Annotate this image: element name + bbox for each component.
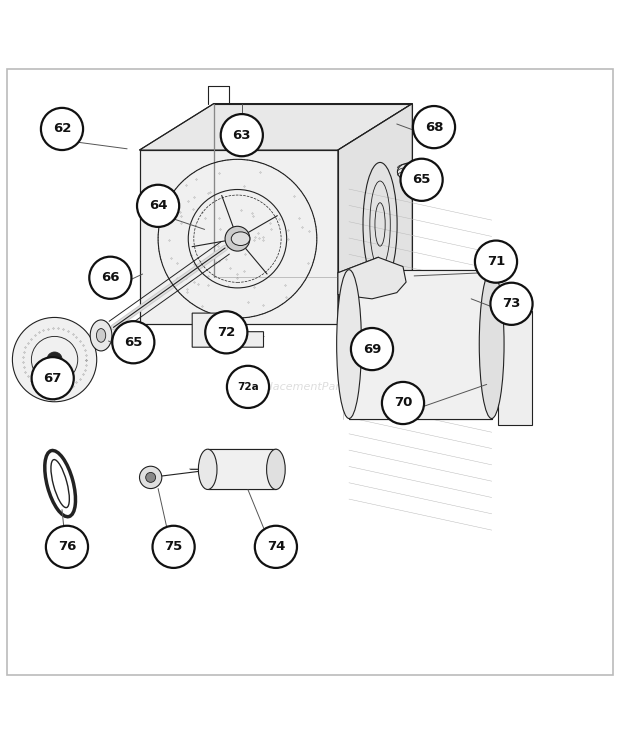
Circle shape — [351, 328, 393, 370]
Polygon shape — [349, 269, 492, 418]
Text: eReplacementParts.com: eReplacementParts.com — [242, 382, 378, 393]
Circle shape — [89, 257, 131, 299]
Text: 65: 65 — [124, 336, 143, 349]
Polygon shape — [208, 449, 276, 490]
Ellipse shape — [337, 269, 361, 418]
Ellipse shape — [404, 167, 415, 176]
Polygon shape — [192, 313, 264, 347]
Circle shape — [146, 472, 156, 482]
Text: 75: 75 — [164, 540, 183, 554]
Circle shape — [227, 366, 269, 408]
Circle shape — [225, 226, 250, 251]
Text: 66: 66 — [101, 272, 120, 284]
Text: 64: 64 — [149, 199, 167, 212]
Text: 70: 70 — [394, 397, 412, 409]
Text: 65: 65 — [412, 173, 431, 186]
Ellipse shape — [91, 320, 112, 351]
Circle shape — [46, 526, 88, 568]
Circle shape — [255, 526, 297, 568]
Polygon shape — [338, 103, 412, 324]
Circle shape — [47, 352, 62, 368]
Ellipse shape — [397, 163, 421, 181]
Text: 69: 69 — [363, 342, 381, 356]
Circle shape — [475, 240, 517, 283]
Circle shape — [112, 321, 154, 363]
Ellipse shape — [231, 232, 250, 246]
Ellipse shape — [97, 329, 105, 342]
Text: 62: 62 — [53, 123, 71, 135]
Circle shape — [382, 382, 424, 424]
Circle shape — [221, 114, 263, 156]
Text: 67: 67 — [43, 372, 62, 385]
Circle shape — [12, 318, 97, 402]
Text: 76: 76 — [58, 540, 76, 554]
Ellipse shape — [198, 449, 217, 490]
Text: 72: 72 — [217, 326, 236, 339]
Polygon shape — [140, 103, 412, 150]
Circle shape — [401, 158, 443, 201]
Circle shape — [140, 466, 162, 489]
Circle shape — [205, 311, 247, 353]
Text: 68: 68 — [425, 121, 443, 134]
Text: 74: 74 — [267, 540, 285, 554]
Text: 72a: 72a — [237, 382, 259, 392]
Polygon shape — [140, 150, 338, 324]
Text: 63: 63 — [232, 129, 251, 141]
Text: 71: 71 — [487, 255, 505, 268]
Circle shape — [41, 108, 83, 150]
Circle shape — [137, 185, 179, 227]
Circle shape — [413, 106, 455, 148]
Circle shape — [153, 526, 195, 568]
Circle shape — [32, 357, 74, 400]
Polygon shape — [498, 310, 532, 425]
Ellipse shape — [267, 449, 285, 490]
Polygon shape — [338, 257, 406, 299]
Ellipse shape — [479, 269, 504, 418]
Text: 73: 73 — [502, 298, 521, 310]
Circle shape — [490, 283, 533, 325]
